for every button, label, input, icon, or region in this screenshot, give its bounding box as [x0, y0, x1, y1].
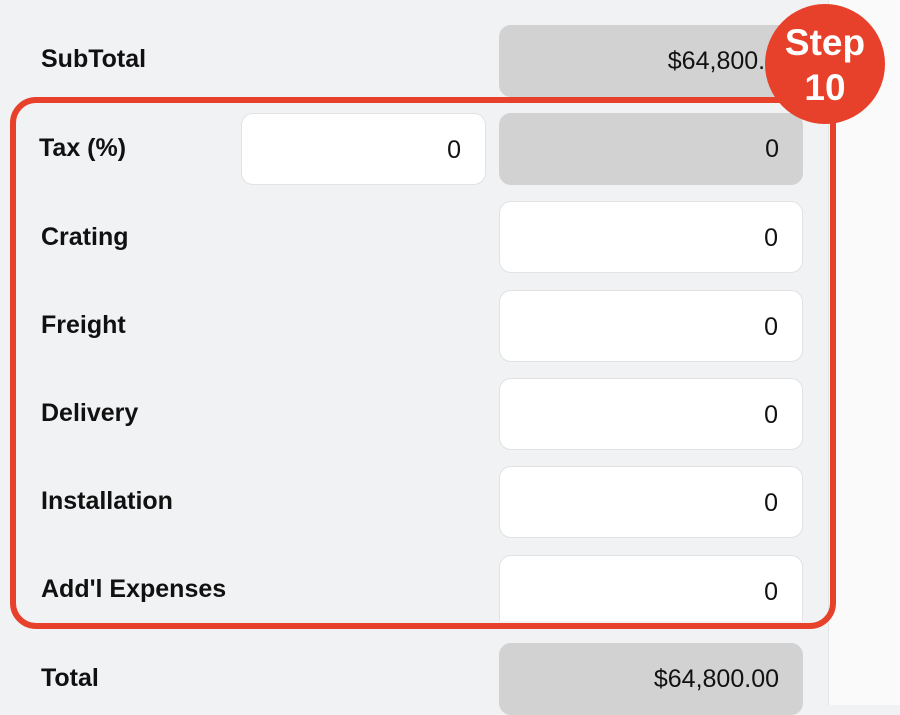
installation-input[interactable]: 0: [499, 466, 803, 538]
crating-input[interactable]: 0: [499, 201, 803, 273]
tax-amount-value: 0: [499, 113, 803, 185]
freight-input[interactable]: 0: [499, 290, 803, 362]
tax-label: Tax (%): [39, 134, 127, 162]
delivery-label: Delivery: [41, 399, 139, 427]
subtotal-value: $64,800.0: [499, 25, 803, 97]
addl-expenses-label: Add'l Expenses: [41, 575, 227, 603]
step-badge-label: Step: [784, 22, 866, 63]
step-badge-number: 10: [804, 67, 846, 108]
addl-expenses-input[interactable]: 0: [499, 555, 803, 621]
freight-label: Freight: [41, 311, 126, 339]
subtotal-label: SubTotal: [41, 45, 147, 73]
total-label: Total: [41, 664, 99, 692]
installation-label: Installation: [41, 487, 173, 515]
delivery-input[interactable]: 0: [499, 378, 803, 450]
total-value: $64,800.00: [499, 643, 803, 715]
crating-label: Crating: [41, 223, 129, 251]
tax-percent-input[interactable]: 0: [241, 113, 486, 185]
step-badge: Step 10: [765, 4, 885, 124]
